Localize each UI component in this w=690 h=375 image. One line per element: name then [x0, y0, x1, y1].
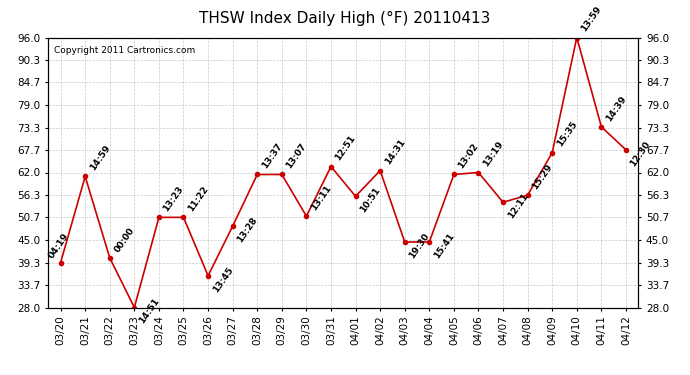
- Text: 13:23: 13:23: [161, 184, 186, 213]
- Text: 19:30: 19:30: [408, 231, 431, 260]
- Text: 00:00: 00:00: [112, 225, 136, 254]
- Text: THSW Index Daily High (°F) 20110413: THSW Index Daily High (°F) 20110413: [199, 11, 491, 26]
- Text: 12:30: 12:30: [629, 140, 653, 168]
- Text: 15:35: 15:35: [555, 120, 579, 148]
- Text: 14:31: 14:31: [383, 138, 407, 166]
- Text: 10:51: 10:51: [358, 186, 382, 214]
- Text: 11:22: 11:22: [186, 184, 210, 213]
- Text: 13:19: 13:19: [481, 140, 505, 168]
- Text: 13:07: 13:07: [284, 142, 308, 170]
- Text: 14:51: 14:51: [137, 297, 161, 326]
- Text: 13:45: 13:45: [211, 265, 235, 294]
- Text: 13:59: 13:59: [580, 4, 604, 33]
- Text: 15:29: 15:29: [531, 162, 554, 191]
- Text: Copyright 2011 Cartronics.com: Copyright 2011 Cartronics.com: [55, 46, 195, 55]
- Text: 14:39: 14:39: [604, 94, 628, 123]
- Text: 04:19: 04:19: [47, 231, 70, 260]
- Text: 13:28: 13:28: [235, 216, 259, 244]
- Text: 12:11: 12:11: [506, 192, 530, 220]
- Text: 14:59: 14:59: [88, 144, 112, 172]
- Text: 12:51: 12:51: [334, 134, 357, 162]
- Text: 13:11: 13:11: [309, 183, 333, 212]
- Text: 13:02: 13:02: [457, 142, 480, 170]
- Text: 15:41: 15:41: [432, 231, 456, 260]
- Text: 13:37: 13:37: [260, 142, 284, 170]
